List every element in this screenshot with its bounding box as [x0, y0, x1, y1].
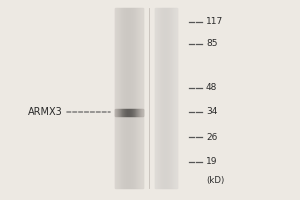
- Bar: [123, 8, 124, 188]
- Bar: [159, 8, 160, 188]
- Bar: [164, 8, 165, 188]
- Bar: [120, 108, 121, 116]
- Bar: [129, 108, 130, 116]
- Text: (kD): (kD): [206, 176, 224, 184]
- Bar: [139, 8, 140, 188]
- Bar: [127, 108, 128, 116]
- Bar: [119, 108, 120, 116]
- Bar: [115, 8, 116, 188]
- Bar: [120, 8, 121, 188]
- Bar: [165, 8, 166, 188]
- Bar: [167, 8, 168, 188]
- Bar: [128, 108, 129, 116]
- Bar: [116, 8, 117, 188]
- Bar: [140, 108, 141, 116]
- Bar: [130, 108, 131, 116]
- Bar: [138, 8, 139, 188]
- Text: 48: 48: [206, 84, 218, 92]
- Text: 26: 26: [206, 132, 218, 142]
- Bar: [170, 8, 171, 188]
- Bar: [141, 8, 142, 188]
- Bar: [130, 8, 131, 188]
- Bar: [118, 108, 119, 116]
- Bar: [134, 8, 135, 188]
- Bar: [121, 108, 122, 116]
- Bar: [126, 108, 127, 116]
- Bar: [124, 108, 125, 116]
- Bar: [138, 108, 139, 116]
- Bar: [128, 8, 129, 188]
- Bar: [122, 108, 123, 116]
- Bar: [160, 8, 161, 188]
- Text: 19: 19: [206, 158, 218, 166]
- Bar: [133, 108, 134, 116]
- Bar: [161, 8, 162, 188]
- Bar: [142, 8, 143, 188]
- Text: ARMX3: ARMX3: [28, 107, 63, 117]
- Bar: [123, 108, 124, 116]
- Bar: [142, 108, 143, 116]
- Bar: [118, 8, 119, 188]
- Bar: [169, 8, 170, 188]
- Text: 85: 85: [206, 40, 218, 48]
- Bar: [127, 8, 128, 188]
- Bar: [119, 8, 120, 188]
- Bar: [117, 108, 118, 116]
- Bar: [135, 8, 136, 188]
- Bar: [137, 108, 138, 116]
- Bar: [135, 108, 136, 116]
- Bar: [141, 108, 142, 116]
- Bar: [140, 8, 141, 188]
- Bar: [125, 8, 126, 188]
- Bar: [121, 8, 122, 188]
- Bar: [168, 8, 169, 188]
- Bar: [129, 8, 130, 188]
- Bar: [116, 108, 117, 116]
- Bar: [155, 8, 156, 188]
- Bar: [115, 108, 116, 116]
- Bar: [162, 8, 163, 188]
- Bar: [124, 8, 125, 188]
- Bar: [163, 8, 164, 188]
- Bar: [134, 108, 135, 116]
- Bar: [125, 108, 126, 116]
- Bar: [117, 8, 118, 188]
- Bar: [139, 108, 140, 116]
- Bar: [158, 8, 159, 188]
- Bar: [132, 108, 133, 116]
- Bar: [172, 8, 173, 188]
- Bar: [132, 8, 133, 188]
- Bar: [175, 8, 176, 188]
- Bar: [133, 8, 134, 188]
- Bar: [157, 8, 158, 188]
- Bar: [176, 8, 177, 188]
- Bar: [171, 8, 172, 188]
- Bar: [136, 8, 137, 188]
- Bar: [122, 8, 123, 188]
- Bar: [126, 8, 127, 188]
- Text: 34: 34: [206, 108, 218, 116]
- Bar: [156, 8, 157, 188]
- Bar: [160, 8, 161, 188]
- Bar: [174, 8, 175, 188]
- Text: 117: 117: [206, 18, 223, 26]
- Bar: [136, 108, 137, 116]
- Bar: [131, 108, 132, 116]
- Bar: [173, 8, 174, 188]
- Bar: [131, 8, 132, 188]
- Bar: [137, 8, 138, 188]
